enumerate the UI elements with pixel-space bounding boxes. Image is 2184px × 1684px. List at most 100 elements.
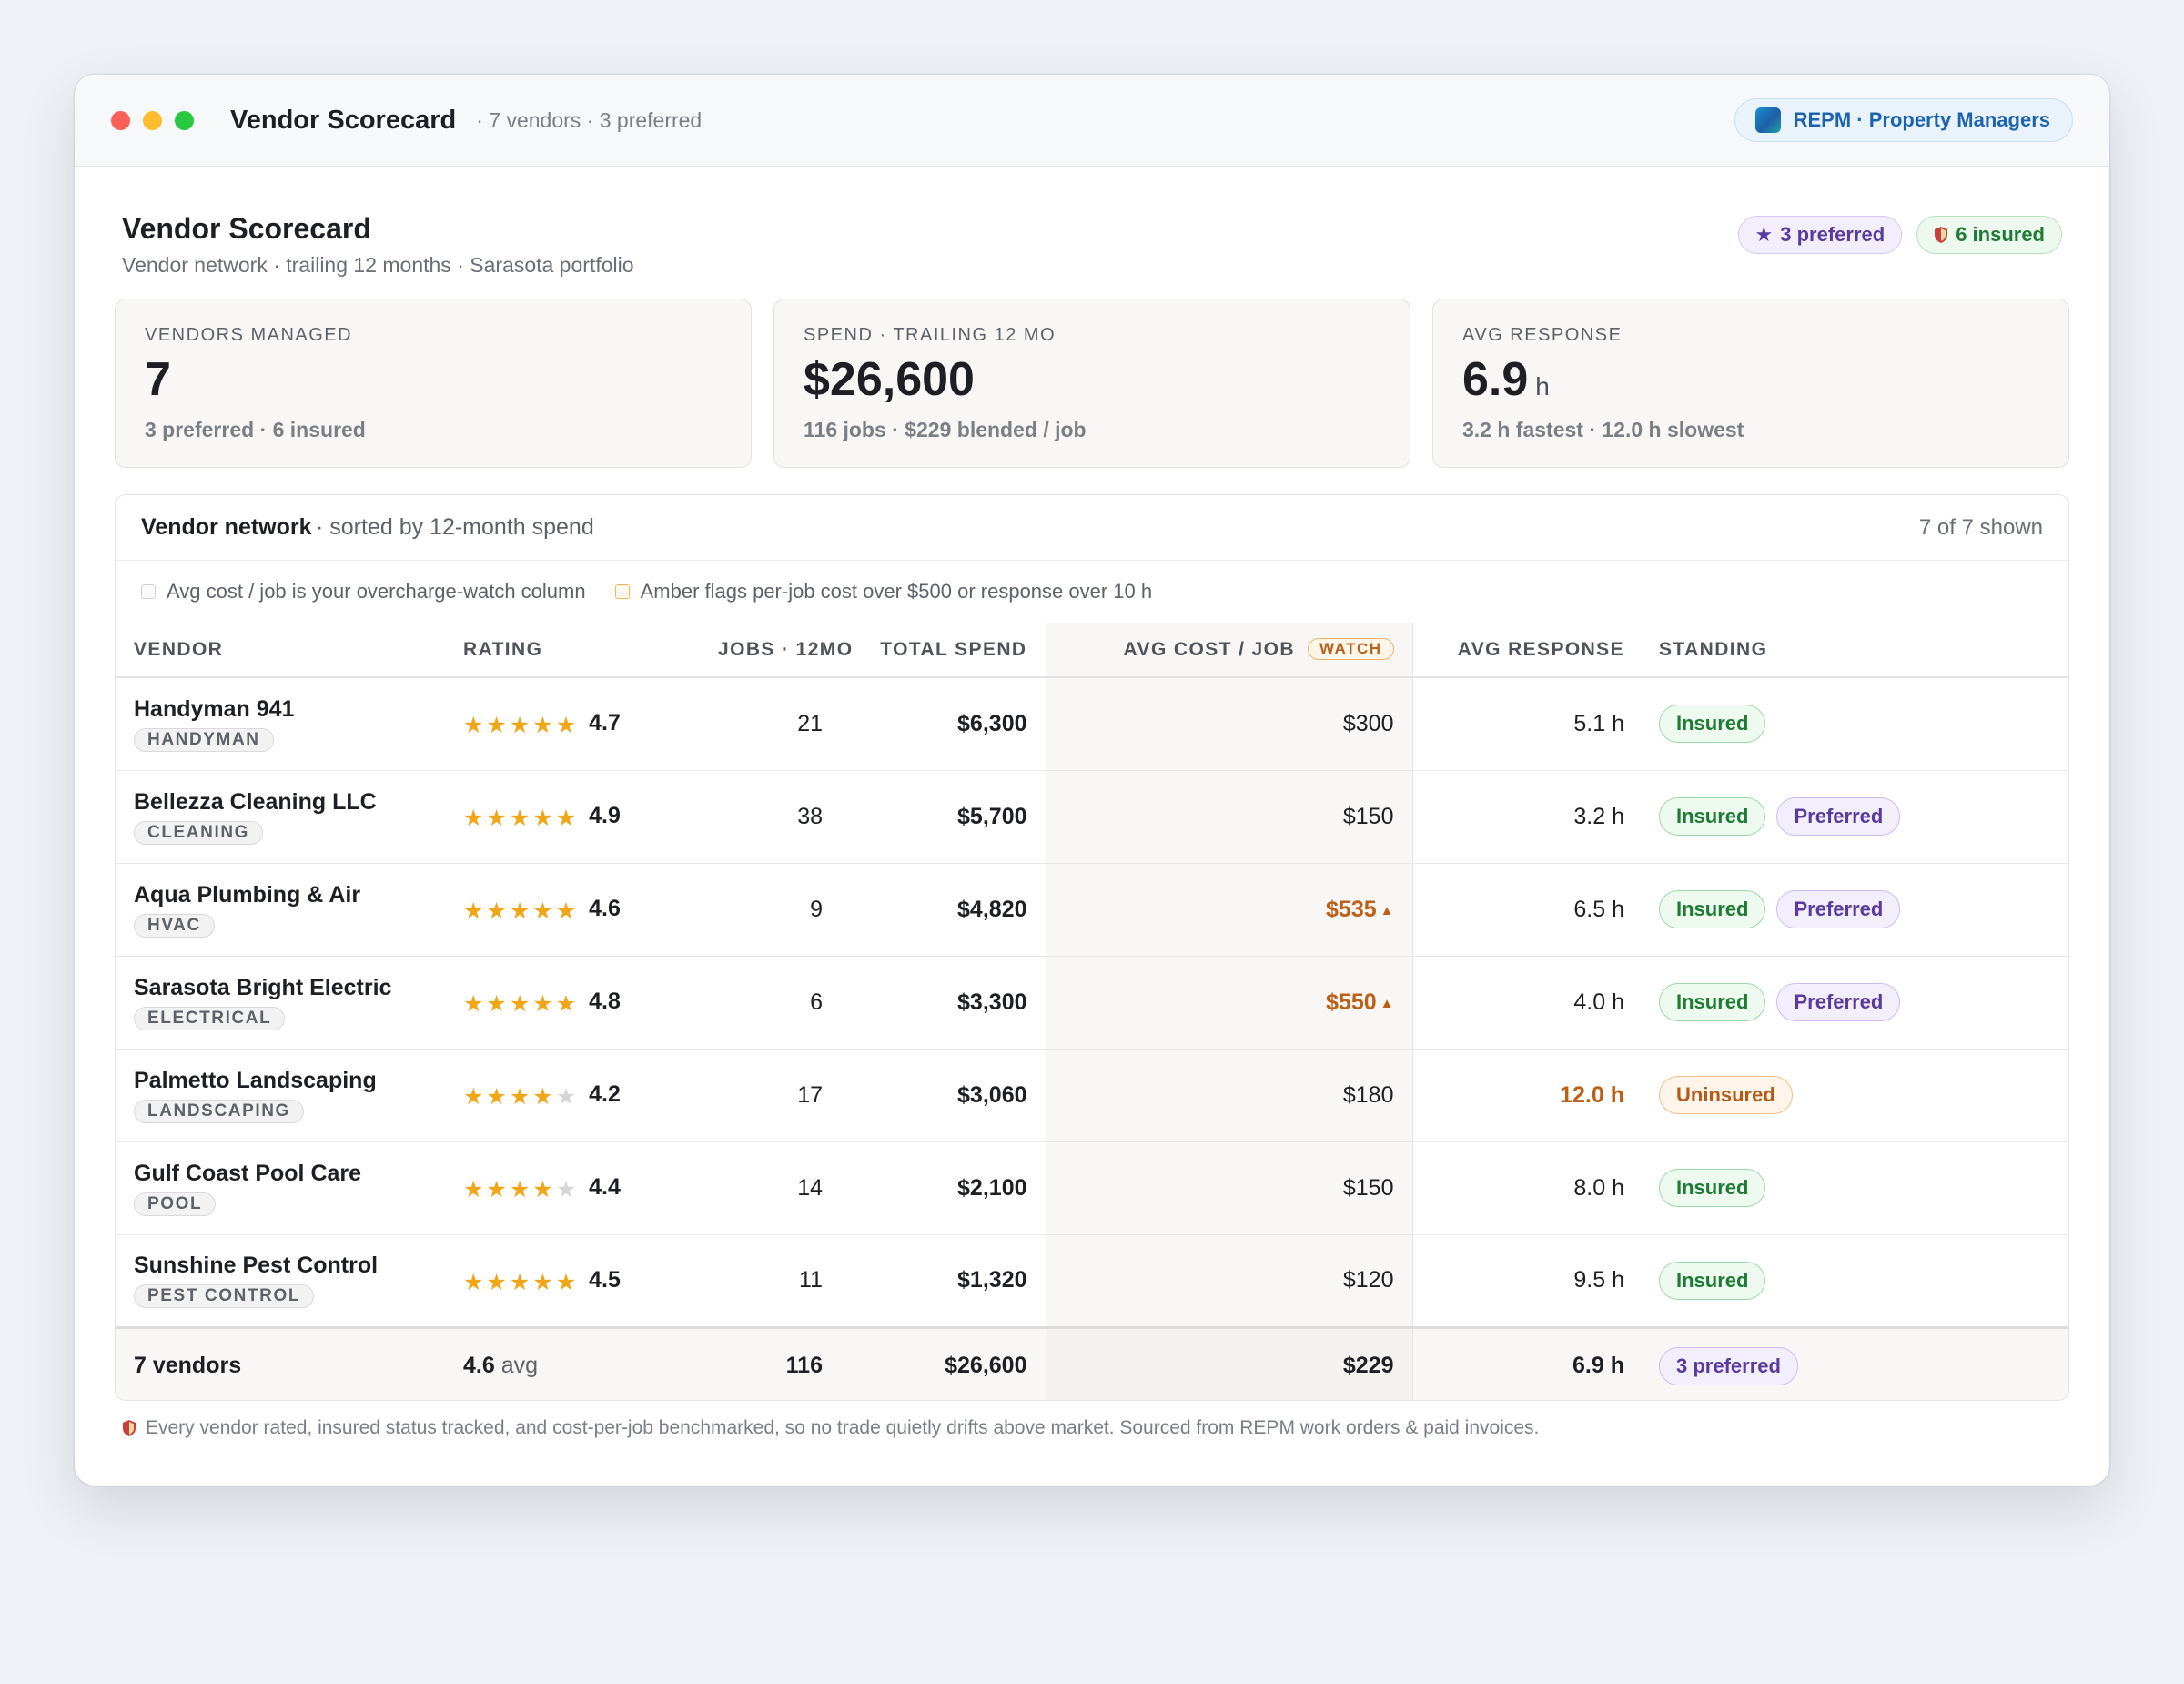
column-header-jobs[interactable]: JOBS · 12MO [718, 623, 852, 678]
vendor-name[interactable]: Sunshine Pest Control [134, 1253, 379, 1278]
spend-cell: $6,300 [841, 677, 1046, 771]
star-filled-icon: ★ [509, 806, 531, 831]
app-window: Vendor Scorecard · 7 vendors · 3 preferr… [75, 75, 2109, 1486]
star-filled-icon: ★ [486, 1084, 507, 1110]
vendor-cell: Aqua Plumbing & Air HVAC [116, 863, 463, 957]
table-row[interactable]: Sunshine Pest Control PEST CONTROL ★ ★ ★ ★ ★ 4.… [116, 1234, 2068, 1328]
kpi-card: SPEND · TRAILING 12 MO $26,600 116 jobs … [774, 299, 1410, 468]
table-row[interactable]: Gulf Coast Pool Care POOL ★ ★ ★ ★ ★ 4.4 14 $2,100… [116, 1141, 2068, 1235]
star-filled-icon: ★ [509, 1269, 531, 1295]
table-row[interactable]: Handyman 941 HANDYMAN ★ ★ ★ ★ ★ 4.7 21 $6,300 $300… [116, 677, 2068, 771]
insured-status-badge: Insured [1659, 797, 1766, 836]
vendor-cell: Sunshine Pest Control PEST CONTROL [116, 1234, 463, 1328]
star-rating: ★ ★ ★ ★ ★ [463, 1269, 576, 1295]
window-controls [111, 110, 194, 130]
avg-cost-value: $535 [1326, 896, 1377, 922]
star-filled-icon: ★ [463, 1269, 484, 1295]
vendor-name[interactable]: Sarasota Bright Electric [134, 974, 392, 1000]
avg-cost-cell: $550 ▲ [1045, 956, 1413, 1050]
star-filled-icon: ★ [532, 1269, 553, 1295]
legend-swatch [141, 584, 156, 599]
vendor-name[interactable]: Handyman 941 [134, 695, 295, 722]
spend-cell: $2,100 [841, 1141, 1046, 1235]
spend-cell: $3,060 [841, 1049, 1046, 1142]
preferred-badge: Preferred [1776, 983, 1901, 1021]
column-header-response[interactable]: AVG RESPONSE [1412, 623, 1641, 678]
avg-cost-value: $150 [1342, 1174, 1394, 1201]
standing-cell: Insured [1641, 677, 2068, 771]
rating-value: 4.2 [589, 1081, 621, 1107]
star-filled-icon: ★ [532, 991, 553, 1017]
total-vendors: 7 vendors [116, 1325, 463, 1400]
response-cell: 8.0 h [1412, 1141, 1641, 1235]
star-filled-icon: ★ [486, 1177, 507, 1202]
standing-cell: Insured [1641, 1141, 2068, 1235]
page-header: Vendor Scorecard Vendor network · traili… [115, 167, 2069, 299]
legend-swatch [614, 584, 630, 599]
standing-cell: Insured Preferred [1641, 956, 2068, 1050]
warning-triangle-icon: ▲ [1380, 902, 1394, 918]
table-row[interactable]: Palmetto Landscaping LANDSCAPING ★ ★ ★ ★ ★ 4.2 1… [116, 1049, 2068, 1142]
maximize-window-button[interactable] [175, 110, 194, 130]
star-filled-icon: ★ [509, 713, 531, 739]
column-header-spend[interactable]: TOTAL SPEND [841, 623, 1046, 678]
kpi-subtext: 3 preferred · 6 insured [145, 417, 366, 441]
kpi-subtext: 116 jobs · $229 blended / job [804, 417, 1087, 441]
trade-tag: LANDSCAPING [134, 1099, 304, 1123]
star-filled-icon: ★ [509, 1084, 531, 1110]
close-window-button[interactable] [111, 110, 130, 130]
preferred-count-badge: 3 preferred [1659, 1346, 1798, 1385]
kpi-value: 6.9 h [1462, 353, 1550, 406]
avg-cost-value: $120 [1342, 1267, 1394, 1293]
preferred-badge: Preferred [1776, 890, 1901, 928]
star-filled-icon: ★ [486, 806, 507, 831]
jobs-cell: 17 [718, 1049, 841, 1142]
standing-cell: Insured [1641, 1234, 2068, 1328]
star-filled-icon: ★ [486, 713, 507, 739]
spend-cell: $4,820 [841, 863, 1046, 957]
minimize-window-button[interactable] [143, 110, 162, 130]
shield-icon [123, 1420, 136, 1436]
vendor-network-panel: Vendor network · sorted by 12-month spen… [115, 494, 2069, 1401]
rating-cell: ★ ★ ★ ★ ★ 4.5 [463, 1234, 718, 1328]
insured-summary-badge[interactable]: 6 insured [1916, 216, 2062, 254]
kpi-card: AVG RESPONSE 6.9 h 3.2 h fastest · 12.0 h… [1432, 299, 2069, 468]
shield-icon [1935, 227, 1948, 243]
row-count: 7 of 7 shown [1918, 514, 2043, 540]
page-subtitle: Vendor network · trailing 12 months · Sa… [122, 253, 634, 277]
insured-status-badge: Insured [1659, 1261, 1766, 1300]
avg-cost-cell: $180 [1045, 1049, 1413, 1142]
vendor-name[interactable]: Aqua Plumbing & Air [134, 881, 361, 908]
star-filled-icon: ★ [463, 1177, 484, 1202]
preferred-summary-badge[interactable]: ★ 3 preferred [1737, 216, 1903, 254]
avg-cost-value: $300 [1342, 710, 1394, 736]
kpi-label: SPEND · TRAILING 12 MO [804, 325, 1057, 345]
sort-indicator[interactable]: · sorted by 12-month spend [316, 514, 594, 540]
jobs-cell: 6 [718, 956, 841, 1050]
star-rating: ★ ★ ★ ★ ★ [463, 993, 576, 1016]
table-row[interactable]: Aqua Plumbing & Air HVAC ★ ★ ★ ★ ★ 4.6 9 $4,820 $5… [116, 863, 2068, 957]
table-row[interactable]: Sarasota Bright Electric ELECTRICAL ★ ★ ★ ★ ★ 4… [116, 956, 2068, 1050]
insured-status-badge: Insured [1659, 890, 1766, 928]
column-header-rating[interactable]: RATING [463, 623, 718, 678]
vendor-name[interactable]: Bellezza Cleaning LLC [134, 788, 377, 815]
vendor-name[interactable]: Palmetto Landscaping [134, 1067, 377, 1093]
star-rating: ★ ★ ★ ★ ★ [463, 900, 576, 923]
legend-item-watch: Avg cost / job is your overcharge-watch … [141, 580, 586, 604]
column-header-standing[interactable]: STANDING [1641, 623, 2068, 678]
avg-cost-cell: $300 [1045, 677, 1413, 771]
standing-cell: Uninsured [1641, 1049, 2068, 1142]
vendor-cell: Gulf Coast Pool Care POOL [116, 1141, 463, 1235]
table-row[interactable]: Bellezza Cleaning LLC CLEANING ★ ★ ★ ★ ★ 4.9 38 $… [116, 770, 2068, 864]
kpi-value: 7 [145, 353, 171, 406]
kpi-card: VENDORS MANAGED 7 3 preferred · 6 insure… [115, 299, 752, 468]
vendor-name[interactable]: Gulf Coast Pool Care [134, 1160, 362, 1186]
column-header-vendor[interactable]: VENDOR [116, 623, 463, 678]
org-switcher[interactable]: REPM · Property Managers [1734, 98, 2073, 142]
star-filled-icon: ★ [486, 1269, 507, 1295]
insured-status-badge: Insured [1659, 983, 1766, 1021]
total-avg-cost: $229 [1045, 1325, 1413, 1400]
insured-status-badge: Uninsured [1659, 1076, 1793, 1114]
column-header-avg-cost[interactable]: AVG COST / JOB WATCH [1045, 623, 1413, 678]
star-filled-icon: ★ [532, 713, 553, 739]
